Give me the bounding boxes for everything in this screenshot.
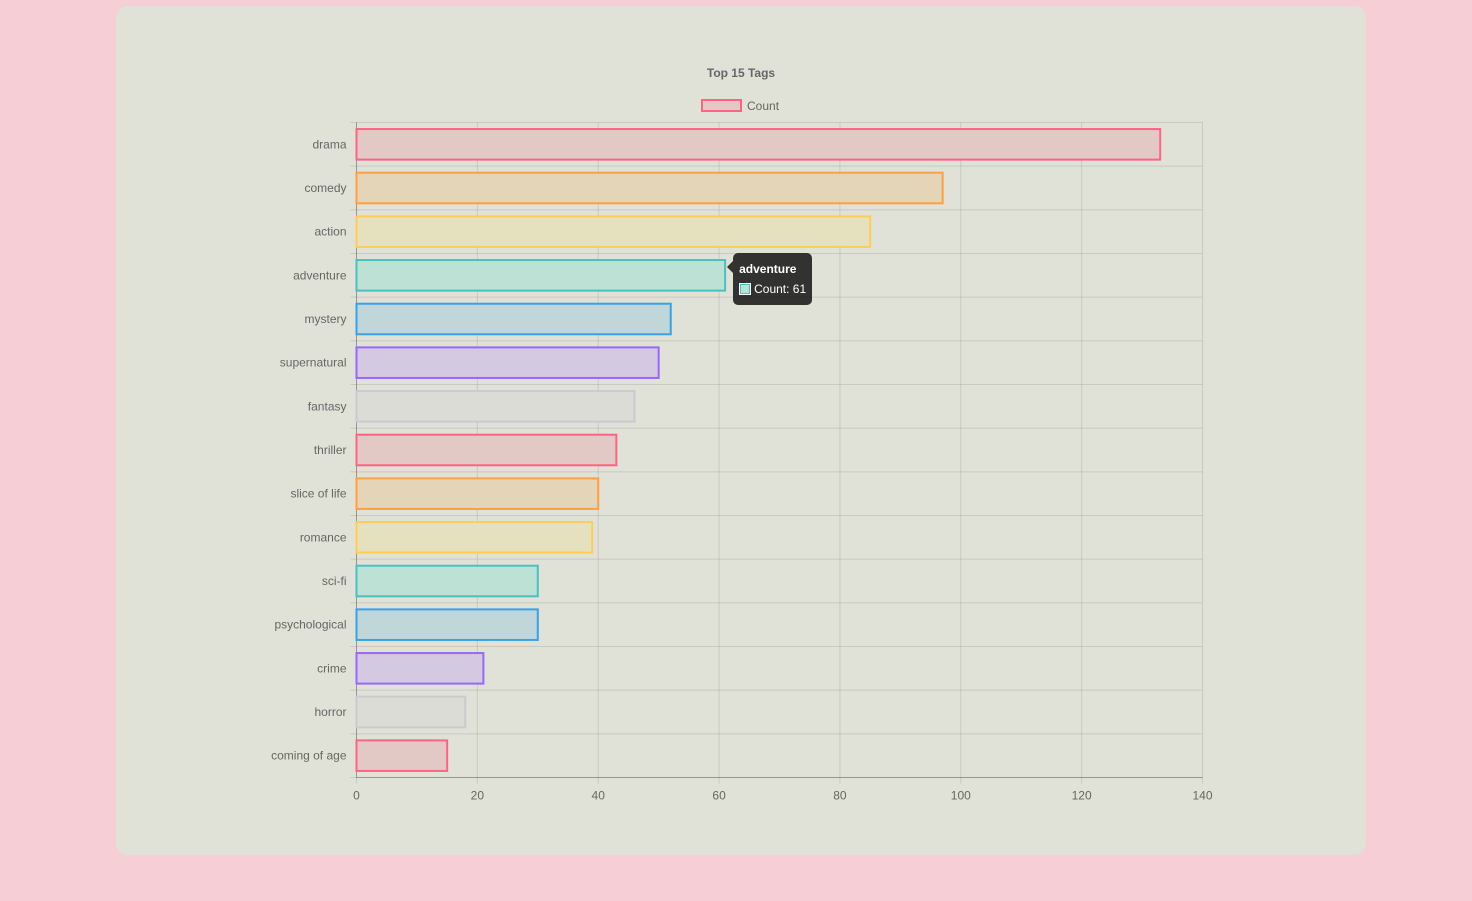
tooltip-swatch bbox=[739, 283, 752, 296]
bar-action[interactable] bbox=[355, 215, 872, 248]
y-tick-label: slice of life bbox=[290, 487, 346, 501]
bar-slice-of-life[interactable] bbox=[355, 477, 600, 510]
chart-title: Top 15 Tags bbox=[707, 66, 776, 80]
bar-thriller[interactable] bbox=[355, 433, 618, 467]
x-tick-label: 120 bbox=[1072, 789, 1092, 803]
y-tick-label: horror bbox=[314, 705, 346, 719]
y-tick-label: coming of age bbox=[271, 749, 347, 763]
y-tick-label: action bbox=[314, 225, 346, 239]
legend-swatch bbox=[701, 99, 742, 112]
bar-mystery[interactable] bbox=[355, 302, 672, 336]
bar-crime[interactable] bbox=[355, 652, 485, 685]
tooltip-title: adventure bbox=[739, 262, 797, 277]
tooltip: adventure Count: 61 bbox=[727, 253, 813, 306]
x-tick-label: 100 bbox=[951, 789, 971, 803]
legend[interactable]: Count bbox=[701, 99, 780, 113]
bar-coming-of-age[interactable] bbox=[355, 739, 449, 772]
y-axis-labels: drama comedy action adventure mystery superna… bbox=[271, 137, 347, 762]
bar-drama[interactable] bbox=[355, 128, 1162, 161]
bar-chart: Top 15 Tags Count drama comedy action adven… bbox=[271, 66, 1213, 803]
chart-card: Top 15 Tags Count drama comedy action adven… bbox=[116, 6, 1366, 855]
y-tick-label: psychological bbox=[274, 618, 346, 632]
bars bbox=[355, 128, 1162, 772]
bar-psychological[interactable] bbox=[355, 608, 539, 641]
y-tick-label: mystery bbox=[305, 312, 347, 326]
bar-sci-fi[interactable] bbox=[355, 564, 539, 598]
x-tick-label: 0 bbox=[353, 789, 360, 803]
y-tick-label: crime bbox=[317, 661, 347, 675]
x-tick-label: 60 bbox=[712, 789, 726, 803]
tooltip-row: Count: 61 bbox=[739, 279, 806, 299]
x-tick-label: 20 bbox=[471, 789, 485, 803]
y-tick-label: fantasy bbox=[308, 399, 347, 413]
y-tick-label: supernatural bbox=[280, 356, 347, 370]
x-tick-label: 40 bbox=[592, 789, 606, 803]
bar-supernatural[interactable] bbox=[355, 346, 660, 379]
bar-adventure[interactable] bbox=[355, 259, 727, 292]
y-tick-label: sci-fi bbox=[322, 574, 347, 588]
x-tick-label: 80 bbox=[833, 789, 847, 803]
legend-label: Count bbox=[747, 99, 780, 113]
y-tick-label: comedy bbox=[304, 181, 346, 195]
bar-comedy[interactable] bbox=[355, 171, 944, 205]
tooltip-value: Count: 61 bbox=[754, 282, 807, 297]
bar-fantasy[interactable] bbox=[355, 390, 636, 423]
bar-romance[interactable] bbox=[355, 521, 594, 554]
x-axis-labels: 0 20 40 60 80 100 120 140 bbox=[353, 789, 1213, 803]
y-tick-label: adventure bbox=[293, 268, 347, 282]
y-tick-label: romance bbox=[300, 530, 347, 544]
y-tick-label: thriller bbox=[314, 443, 347, 457]
bar-horror[interactable] bbox=[355, 695, 467, 729]
y-tick-label: drama bbox=[312, 137, 346, 151]
x-tick-label: 140 bbox=[1192, 789, 1212, 803]
